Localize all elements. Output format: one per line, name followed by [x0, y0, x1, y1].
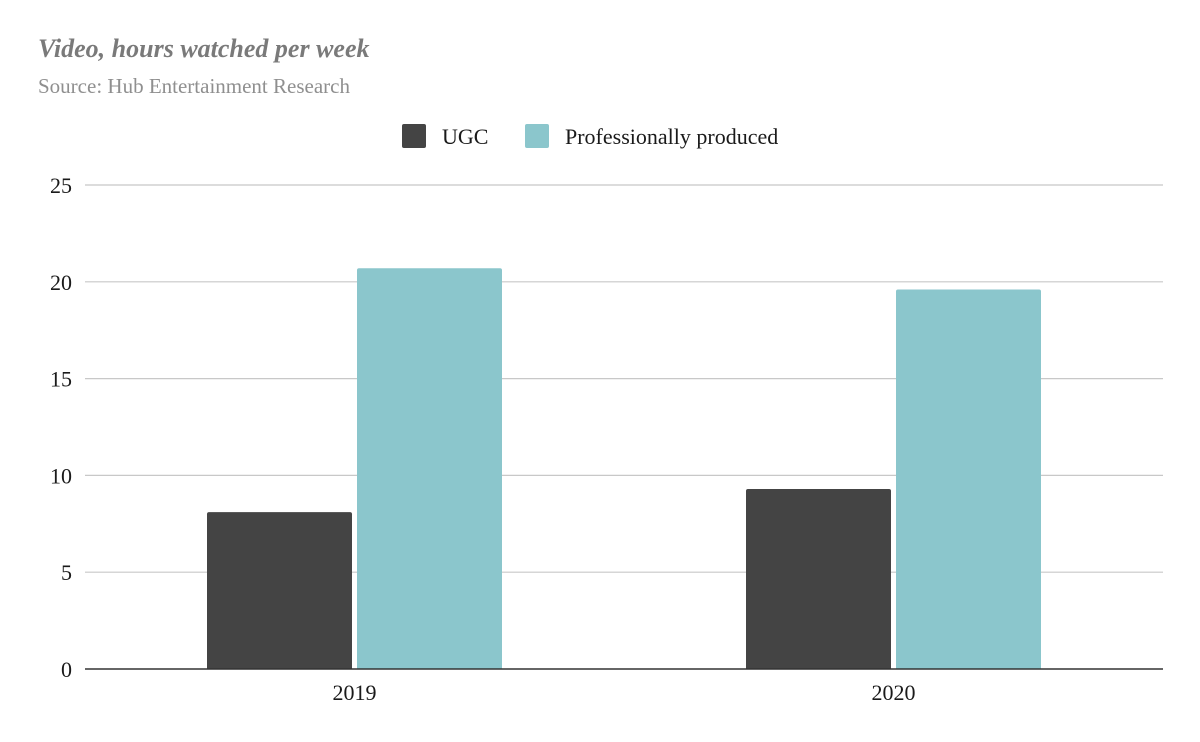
- y-tick-label: 25: [50, 173, 72, 198]
- bar-professionally-produced-2019: [357, 268, 502, 669]
- x-axis-ticks: 2019 2020: [333, 680, 916, 705]
- y-tick-label: 15: [50, 367, 72, 392]
- legend-swatch: [402, 124, 426, 148]
- y-tick-label: 10: [50, 463, 72, 488]
- bar-professionally-produced-2020: [896, 289, 1041, 669]
- bar-ugc-2020: [746, 488, 891, 669]
- y-tick-label: 5: [61, 560, 72, 585]
- legend-label: UGC: [442, 124, 488, 149]
- legend: UGC Professionally produced: [402, 124, 778, 149]
- y-tick-label: 20: [50, 270, 72, 295]
- bar-ugc-2019: [207, 512, 352, 669]
- y-axis-ticks: 0 5 10 15 20 25: [50, 173, 72, 682]
- bars: [207, 268, 1041, 669]
- x-tick-label: 2019: [333, 680, 377, 705]
- chart-title: Video, hours watched per week: [38, 34, 370, 63]
- legend-label: Professionally produced: [565, 124, 778, 149]
- chart-subtitle: Source: Hub Entertainment Research: [38, 74, 350, 98]
- y-tick-label: 0: [61, 657, 72, 682]
- x-tick-label: 2020: [872, 680, 916, 705]
- legend-swatch: [525, 124, 549, 148]
